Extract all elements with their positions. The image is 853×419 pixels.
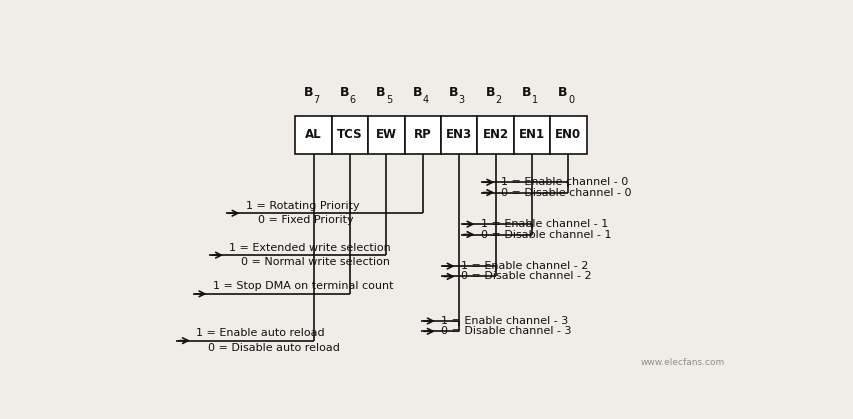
Text: EN1: EN1 [519, 129, 544, 142]
Text: B: B [376, 85, 386, 99]
Text: RP: RP [414, 129, 431, 142]
Text: 7: 7 [313, 95, 319, 105]
Bar [477, 116, 514, 153]
Text: EN3: EN3 [445, 129, 472, 142]
Text: 2: 2 [495, 95, 501, 105]
Text: 1: 1 [531, 95, 537, 105]
Text: 6: 6 [349, 95, 355, 105]
Text: B: B [521, 85, 531, 99]
Text: B: B [558, 85, 567, 99]
Text: 5: 5 [386, 95, 392, 105]
Text: B: B [485, 85, 495, 99]
Bar [404, 116, 440, 153]
Text: 0 = Disable channel - 0: 0 = Disable channel - 0 [500, 188, 630, 198]
Bar [331, 116, 368, 153]
Text: 0 = Fixed Priority: 0 = Fixed Priority [258, 215, 353, 225]
Text: B: B [412, 85, 421, 99]
Text: TCS: TCS [337, 129, 363, 142]
Text: 1 = Enable channel - 3: 1 = Enable channel - 3 [440, 316, 567, 326]
Text: 0 = Normal write selection: 0 = Normal write selection [241, 257, 390, 267]
Text: 1 = Enable channel - 2: 1 = Enable channel - 2 [461, 261, 588, 271]
Text: EW: EW [375, 129, 397, 142]
Text: EN0: EN0 [554, 129, 581, 142]
Bar [295, 116, 331, 153]
Text: www.elecfans.com: www.elecfans.com [640, 358, 724, 367]
Text: B: B [449, 85, 458, 99]
Text: AL: AL [305, 129, 322, 142]
Bar [440, 116, 477, 153]
Text: 1 = Enable auto reload: 1 = Enable auto reload [196, 328, 324, 338]
Text: 1 = Stop DMA on terminal count: 1 = Stop DMA on terminal count [212, 281, 392, 291]
Text: 0: 0 [567, 95, 573, 105]
Text: 1 = Enable channel - 0: 1 = Enable channel - 0 [500, 177, 627, 187]
Text: B: B [303, 85, 313, 99]
Text: 0 = Disable channel - 3: 0 = Disable channel - 3 [440, 326, 571, 336]
Text: EN2: EN2 [482, 129, 508, 142]
Text: 1 = Enable channel - 1: 1 = Enable channel - 1 [480, 219, 607, 229]
Text: 0 = Disable channel - 2: 0 = Disable channel - 2 [461, 272, 591, 282]
Text: 1 = Rotating Priority: 1 = Rotating Priority [246, 201, 359, 211]
Bar [514, 116, 549, 153]
Bar [549, 116, 586, 153]
Text: 0 = Disable channel - 1: 0 = Disable channel - 1 [480, 230, 611, 240]
Text: 0 = Disable auto reload: 0 = Disable auto reload [208, 343, 339, 353]
Text: 3: 3 [458, 95, 464, 105]
Text: B: B [339, 85, 349, 99]
Text: 1 = Extended write selection: 1 = Extended write selection [229, 243, 391, 253]
Text: 4: 4 [422, 95, 428, 105]
Bar [368, 116, 404, 153]
